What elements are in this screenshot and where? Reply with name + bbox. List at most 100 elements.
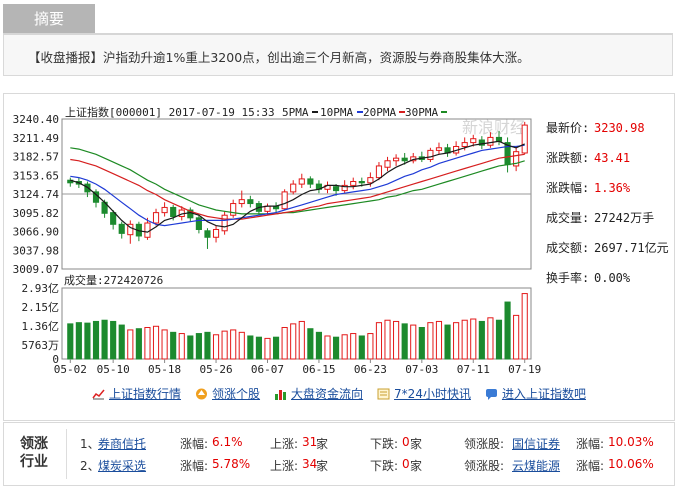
leader-change-label: 涨幅: — [576, 437, 605, 451]
line-chart-icon — [92, 388, 105, 400]
volume-bar — [504, 301, 511, 360]
leader-stock-link[interactable]: 云煤能源 — [512, 459, 561, 473]
volume-bar — [144, 326, 151, 360]
volume-bar — [393, 320, 400, 360]
candle — [110, 210, 117, 230]
candle — [298, 173, 305, 188]
candle — [212, 225, 220, 243]
volume-tick-label: 2.15亿 — [22, 301, 60, 314]
stat-label: 涨跌幅: — [546, 180, 589, 195]
volume-bar — [367, 333, 374, 360]
price-tick-label: 3009.07 — [13, 263, 59, 276]
volume-bar — [118, 324, 125, 360]
tab-divider — [3, 33, 673, 35]
quick-link-label: 进入上证指数吧 — [501, 387, 586, 401]
candle-body — [110, 212, 117, 225]
volume-bar — [204, 331, 211, 360]
volume-tick-label: 2.93亿 — [22, 282, 60, 295]
industry-name-link[interactable]: 煤炭采选 — [98, 459, 147, 473]
summary-tab[interactable]: 摘要 — [3, 4, 95, 34]
candle-body — [470, 138, 477, 144]
ma10-line — [70, 144, 525, 227]
volume-bar — [230, 329, 237, 360]
candle — [247, 195, 254, 208]
candle-body — [221, 214, 228, 232]
price-tick-label: 3066.90 — [13, 226, 59, 239]
leader-stock-link[interactable]: 国信证券 — [512, 437, 561, 451]
quick-link[interactable]: 领涨个股 — [195, 385, 260, 402]
volume-bar — [375, 322, 383, 360]
volume-bar — [435, 320, 443, 360]
watermark-logo: 新浪财经 — [462, 118, 526, 137]
quick-link[interactable]: 进入上证指数吧 — [485, 385, 586, 402]
volume-bar — [350, 333, 357, 360]
volume-bar — [418, 326, 425, 360]
volume-bar — [358, 335, 365, 360]
stat-label: 涨跌额: — [546, 150, 589, 165]
summary-text: 【收盘播报】沪指劲升逾1%重上3200点，创出逾三个月新高，资源股与券商股集体大… — [28, 50, 530, 65]
volume-tick-label: 0 — [52, 353, 59, 366]
candle-body — [358, 181, 365, 184]
volume-bar — [178, 333, 185, 360]
candle — [324, 181, 331, 194]
stat-value: 1.36% — [594, 181, 631, 195]
candle-body — [427, 149, 434, 160]
candle-body — [238, 199, 245, 205]
candle-body — [161, 206, 168, 214]
candle-body — [401, 157, 408, 162]
volume-bar — [384, 319, 391, 360]
candle-body — [333, 186, 340, 192]
stat-value: 2697.71亿元 — [594, 240, 669, 255]
candle-body — [212, 228, 220, 238]
candle — [453, 141, 460, 156]
quick-link-label: 7*24小时快讯 — [394, 387, 471, 401]
candle-body — [461, 142, 468, 147]
candle-body — [230, 203, 237, 216]
industry-name-link[interactable]: 券商信托 — [98, 437, 147, 451]
ma10-legend-swatch — [357, 111, 363, 113]
industry-title: 领涨行业 — [20, 436, 48, 470]
volume-bar — [307, 328, 314, 360]
candle-body — [393, 157, 400, 162]
volume-bar — [401, 323, 408, 360]
volume-tick-label: 1.36亿 — [22, 320, 60, 333]
down-count-label: 下跌: — [370, 437, 399, 451]
ma5-legend-swatch — [312, 111, 318, 113]
down-count-unit: 家 — [410, 437, 423, 451]
volume-bar — [341, 334, 348, 360]
candle-body — [367, 177, 374, 184]
candle — [238, 190, 245, 208]
industry-rank: 1、 — [80, 437, 100, 451]
candle-body — [152, 212, 160, 224]
price-tick-label: 3153.65 — [13, 169, 59, 182]
quick-link[interactable]: 7*24小时快讯 — [377, 385, 471, 402]
leader-label: 领涨股: — [464, 437, 505, 451]
stat-value: 27242万手 — [594, 211, 654, 225]
x-tick-label: 06-07 — [251, 363, 284, 376]
up-count-unit: 家 — [316, 459, 329, 473]
volume-bar — [212, 334, 220, 360]
candle — [393, 154, 400, 166]
leader-change: 10.03% — [608, 435, 654, 449]
industry-change: 5.78% — [212, 457, 251, 471]
quick-links: 上证指数行情 领涨个股 大盘资金流向 7*24小时快讯 进入上证指数吧 — [92, 385, 600, 407]
ma-legend: 5PMA 10PMA 20PMA 30PMA — [282, 106, 447, 119]
forum-icon — [485, 388, 498, 400]
volume-bar — [333, 336, 340, 360]
candle-body — [204, 230, 211, 238]
candle — [204, 228, 211, 249]
candle-body — [170, 206, 177, 218]
candle-body — [118, 223, 125, 234]
candle — [67, 177, 74, 187]
quick-link[interactable]: 大盘资金流向 — [274, 385, 363, 402]
stat-label: 成交量: — [546, 210, 589, 225]
ma10-legend-label: 10PMA — [320, 106, 353, 119]
volume-bar — [410, 324, 417, 360]
price-tick-label: 3124.74 — [13, 188, 60, 201]
x-tick-label: 05-02 — [54, 363, 87, 376]
x-tick-label: 06-23 — [354, 363, 387, 376]
ma30-legend-label: 30PMA — [405, 106, 438, 119]
candle — [513, 147, 520, 172]
quick-link[interactable]: 上证指数行情 — [92, 385, 181, 402]
